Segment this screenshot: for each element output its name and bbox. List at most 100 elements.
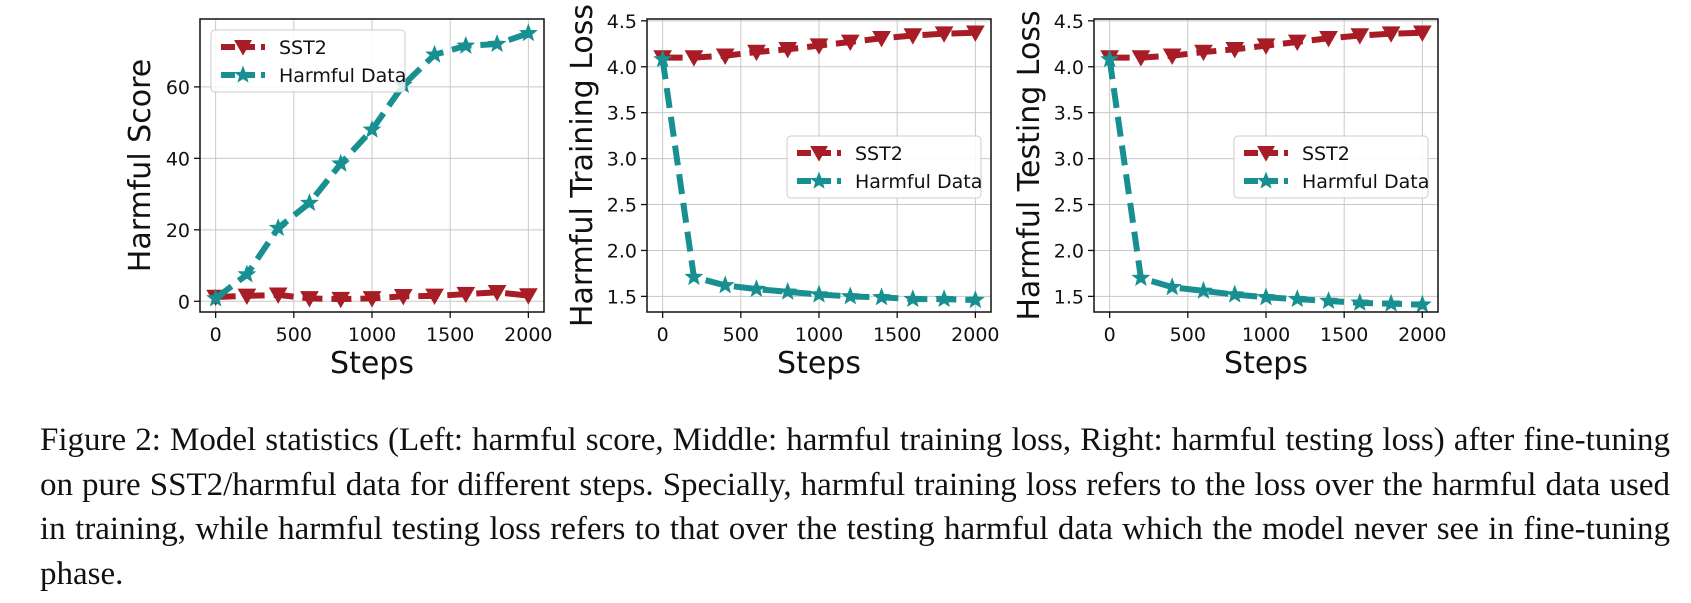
data-point-harmful-data (1194, 280, 1213, 299)
legend: SST2 Harmful Data (786, 135, 982, 199)
data-point-sst2 (1256, 38, 1276, 55)
x-tick-label: 1000 (795, 324, 843, 346)
data-point-sst2 (934, 26, 954, 43)
y-tick-label: 1.5 (1054, 286, 1084, 308)
data-point-harmful-data (1225, 284, 1245, 303)
y-axis-label: Harmful Testing Loss (1012, 10, 1047, 320)
y-tick-label: 4.0 (607, 57, 637, 79)
y-tick-label: 2.0 (1054, 240, 1084, 262)
data-point-sst2 (1225, 42, 1245, 59)
data-point-harmful-data (1319, 291, 1338, 309)
figure-charts: 0 500 1000 1500 2000 0 20 40 60 Steps Harmful Scor… (123, 4, 1447, 381)
legend-marker (1256, 171, 1276, 189)
data-point-harmful-data (1287, 289, 1307, 308)
data-point-harmful-data (268, 218, 288, 237)
y-tick-label: 4.5 (607, 11, 637, 33)
data-point-sst2 (1381, 26, 1401, 43)
data-point-sst2 (778, 42, 798, 59)
x-tick-label: 500 (276, 324, 312, 346)
data-point-harmful-data (747, 279, 766, 298)
data-point-harmful-data (1412, 294, 1432, 313)
legend-label-harmful-data: Harmful Data (279, 65, 406, 87)
data-point-sst2 (393, 288, 413, 306)
series-line-harmful-data (659, 58, 976, 304)
y-tick-label: 60 (166, 77, 190, 99)
x-axis-label: Steps (330, 346, 414, 381)
x-tick-label: 1500 (426, 324, 474, 346)
data-point-sst2 (487, 285, 507, 302)
legend: SST2 Harmful Data (1233, 135, 1429, 199)
x-tick-label: 0 (1104, 324, 1116, 346)
legend-marker (233, 65, 253, 83)
y-tick-label: 2.5 (607, 195, 637, 217)
x-tick-label: 1000 (1242, 324, 1290, 346)
data-point-harmful-data (300, 193, 319, 212)
data-point-harmful-data (425, 44, 444, 63)
y-axis-label: Harmful Score (123, 59, 158, 272)
x-tick-label: 2000 (951, 324, 999, 346)
data-point-harmful-data (1131, 268, 1151, 287)
series-line-harmful-data (1106, 58, 1423, 308)
data-point-sst2 (362, 291, 382, 308)
series-line-harmful-data (213, 30, 530, 301)
chart-2: 0 500 1000 1500 2000 1.5 2.0 2.5 3.0 3.5 4.0 4.5 Ste… (565, 4, 1000, 381)
data-point-sst2 (684, 50, 704, 67)
data-point-sst2 (840, 34, 860, 52)
chart-1: 0 500 1000 1500 2000 0 20 40 60 Steps Harmful Scor… (123, 18, 553, 381)
data-point-harmful-data (715, 275, 735, 294)
data-point-sst2 (268, 287, 288, 304)
y-tick-label: 20 (166, 220, 190, 242)
x-axis-label: Steps (777, 346, 861, 381)
legend-label-harmful-data: Harmful Data (1302, 171, 1429, 193)
data-point-sst2 (1194, 44, 1213, 62)
plot-frame (199, 18, 545, 313)
legend-label-sst2: SST2 (1302, 143, 1350, 165)
legend-marker (810, 146, 828, 162)
legend-box (1233, 135, 1429, 199)
data-point-harmful-data (872, 287, 891, 306)
data-point-harmful-data (487, 34, 507, 53)
y-tick-label: 3.5 (1054, 103, 1084, 125)
data-point-harmful-data (1350, 292, 1370, 311)
y-tick-label: 3.0 (607, 149, 637, 171)
data-point-sst2 (1412, 25, 1432, 42)
data-point-sst2 (456, 286, 476, 304)
y-tick-label: 4.0 (1054, 57, 1084, 79)
y-tick-label: 2.0 (607, 240, 637, 262)
data-point-sst2 (903, 28, 923, 45)
data-point-harmful-data (1162, 277, 1182, 296)
data-point-sst2 (1287, 34, 1307, 52)
data-point-harmful-data (237, 264, 257, 283)
data-point-sst2 (1350, 28, 1370, 45)
plot-frame (646, 18, 992, 313)
data-point-sst2 (872, 30, 891, 48)
plot-frame (1093, 18, 1439, 313)
data-point-sst2 (331, 291, 351, 309)
x-tick-label: 2000 (1398, 324, 1446, 346)
data-point-harmful-data (331, 153, 351, 172)
y-tick-label: 3.5 (607, 103, 637, 125)
y-tick-label: 3.0 (1054, 149, 1084, 171)
data-point-harmful-data (1256, 287, 1276, 306)
data-point-sst2 (1162, 48, 1182, 65)
data-point-harmful-data (903, 289, 923, 308)
data-point-harmful-data (362, 119, 382, 138)
y-tick-label: 4.5 (1054, 11, 1084, 33)
data-point-harmful-data (965, 290, 985, 309)
y-tick-label: 0 (178, 291, 190, 313)
x-axis-label: Steps (1224, 346, 1308, 381)
legend-label-sst2: SST2 (279, 37, 327, 59)
x-tick-label: 0 (657, 324, 669, 346)
data-point-harmful-data (809, 284, 829, 303)
legend-box (210, 29, 406, 93)
data-point-sst2 (425, 288, 444, 306)
data-point-harmful-data (934, 289, 954, 308)
data-point-sst2 (747, 44, 766, 62)
charts-svg: 0 500 1000 1500 2000 0 20 40 60 Steps Harmful Scor… (123, 4, 1447, 381)
data-point-harmful-data (840, 286, 860, 305)
data-point-sst2 (300, 291, 319, 308)
data-point-sst2 (1131, 50, 1151, 67)
data-point-harmful-data (456, 35, 476, 54)
x-tick-label: 1500 (1320, 324, 1368, 346)
legend-marker (1257, 146, 1275, 162)
